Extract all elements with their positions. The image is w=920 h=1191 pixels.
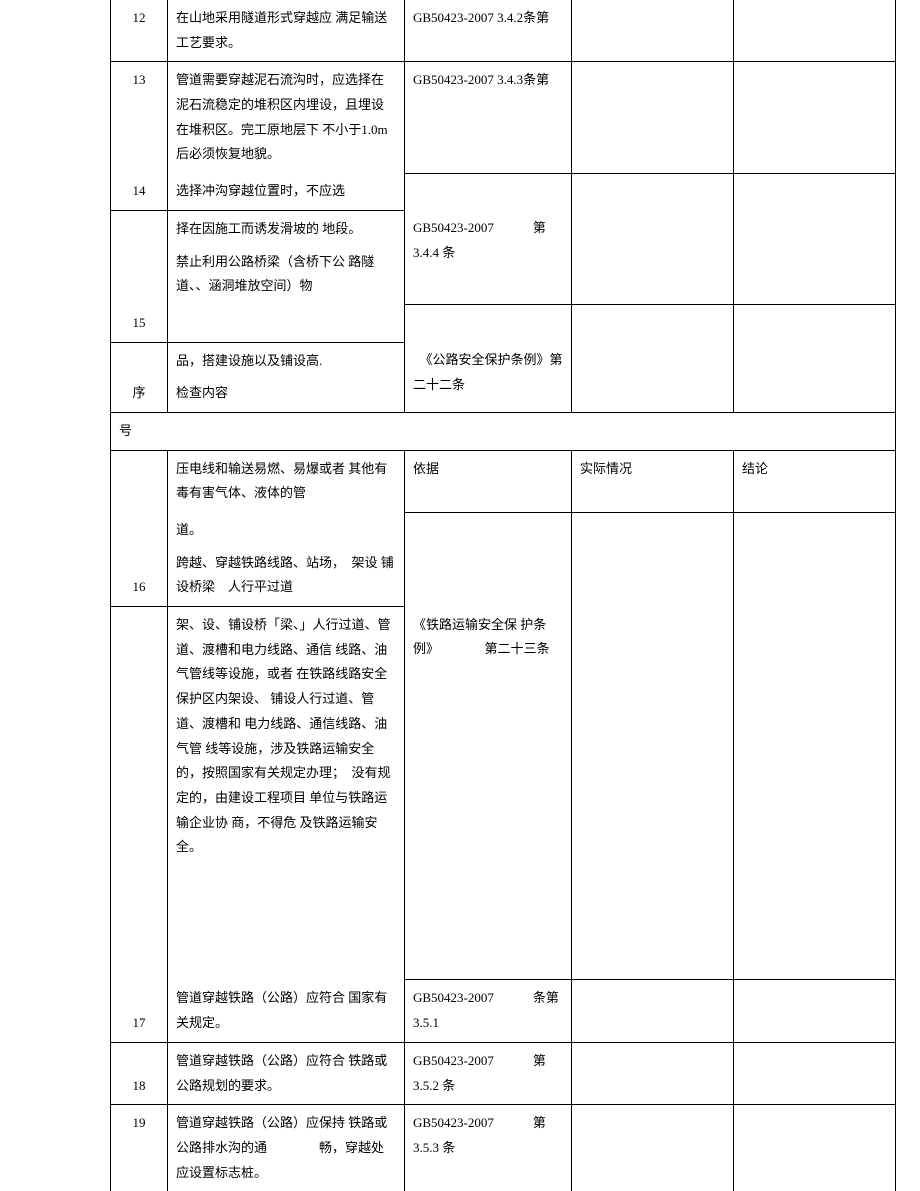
- row-number: 14: [111, 173, 168, 210]
- row-number: [111, 607, 168, 980]
- row-actual: [572, 1042, 734, 1104]
- content-line: 道。: [176, 518, 396, 543]
- row-actual: [572, 62, 734, 173]
- row-content: 道。 跨越、穿越铁路线路、站场， 架设 铺设桥梁 人行平过道: [168, 512, 405, 607]
- row-content: [168, 305, 405, 342]
- row-content: 品，搭建设施以及铺设高. 检查内容: [168, 342, 405, 412]
- table-row: 择在因施工而诱发滑坡的 地段。 禁止利用公路桥梁（含桥下公 路隧道、、涵洞堆放空…: [111, 210, 896, 305]
- row-basis: [405, 305, 572, 342]
- header-seq2: 号: [111, 412, 896, 450]
- row-actual: [572, 305, 734, 342]
- row-actual: [572, 980, 734, 1042]
- row-actual: [572, 342, 734, 412]
- row-conclusion: [734, 512, 896, 607]
- row-conclusion: [734, 305, 896, 342]
- row-basis: GB50423-2007 第 3.4.4 条: [405, 210, 572, 305]
- table-row: 12 在山地采用隧道形式穿越应 满足输送工艺要求。 GB50423-2007 3…: [111, 0, 896, 62]
- header-content: 检查内容: [176, 381, 396, 406]
- table-row: 18 管道穿越铁路（公路）应符合 铁路或公路规划的要求。 GB50423-200…: [111, 1042, 896, 1104]
- table-row: 16 道。 跨越、穿越铁路线路、站场， 架设 铺设桥梁 人行平过道: [111, 512, 896, 607]
- row-actual: [572, 173, 734, 210]
- table-row: 19 管道穿越铁路（公路）应保持 铁路或公路排水沟的通 畅，穿越处应设置标志桩。…: [111, 1105, 896, 1191]
- header-actual: 实际情况: [572, 450, 734, 512]
- table-row: 15: [111, 305, 896, 342]
- table-row: 17 管道穿越铁路（公路）应符合 国家有关规定。 GB50423-2007 条第…: [111, 980, 896, 1042]
- content-line: 跨越、穿越铁路线路、站场， 架设 铺设桥梁 人行平过道: [176, 551, 396, 600]
- row-basis: GB50423-2007 第 3.5.3 条: [405, 1105, 572, 1191]
- row-actual: [572, 1105, 734, 1191]
- row-conclusion: [734, 62, 896, 173]
- row-actual: [572, 512, 734, 607]
- content-line: 禁止利用公路桥梁（含桥下公 路隧道、、涵洞堆放空间）物: [176, 250, 396, 299]
- row-number: [111, 210, 168, 305]
- row-conclusion: [734, 173, 896, 210]
- row-number: [111, 450, 168, 512]
- row-conclusion: [734, 1042, 896, 1104]
- row-basis: [405, 173, 572, 210]
- row-number: 18: [111, 1042, 168, 1104]
- row-content: 压电线和输送易燃、易爆或者 其他有毒有害气体、液体的管: [168, 450, 405, 512]
- row-actual: [572, 607, 734, 980]
- row-number: 12: [111, 0, 168, 62]
- row-basis: GB50423-2007 第 3.5.2 条: [405, 1042, 572, 1104]
- row-basis: 《铁路运输安全保 护条 例》 第二十三条: [405, 607, 572, 980]
- header-conclusion: 结论: [734, 450, 896, 512]
- table-row: 14 选择冲沟穿越位置时，不应选: [111, 173, 896, 210]
- header-seq: 序: [111, 342, 168, 412]
- row-conclusion: [734, 342, 896, 412]
- row-conclusion: [734, 607, 896, 980]
- row-basis: [405, 512, 572, 607]
- table-row: 13 管道需要穿越泥石流沟时，应选择在泥石流稳定的堆积区内埋设，且埋设在堆积区。…: [111, 62, 896, 173]
- row-basis: 《公路安全保护条例》第二十二条: [405, 342, 572, 412]
- table-row: 架、设、铺设桥「梁、」人行过道、管道、渡槽和电力线路、通信 线路、油气管线等设施…: [111, 607, 896, 980]
- row-conclusion: [734, 980, 896, 1042]
- row-number: 19: [111, 1105, 168, 1191]
- header-basis: 依据: [405, 450, 572, 512]
- content-line: 择在因施工而诱发滑坡的 地段。: [176, 217, 396, 242]
- row-actual: [572, 0, 734, 62]
- document-page: 12 在山地采用隧道形式穿越应 满足输送工艺要求。 GB50423-2007 3…: [0, 0, 920, 1191]
- row-conclusion: [734, 1105, 896, 1191]
- row-content: 择在因施工而诱发滑坡的 地段。 禁止利用公路桥梁（含桥下公 路隧道、、涵洞堆放空…: [168, 210, 405, 305]
- row-content: 架、设、铺设桥「梁、」人行过道、管道、渡槽和电力线路、通信 线路、油气管线等设施…: [168, 607, 405, 980]
- table-header-row: 压电线和输送易燃、易爆或者 其他有毒有害气体、液体的管 依据 实际情况 结论: [111, 450, 896, 512]
- row-basis: GB50423-2007 3.4.2条第: [405, 0, 572, 62]
- row-number: 16: [111, 512, 168, 607]
- row-conclusion: [734, 210, 896, 305]
- inspection-table: 12 在山地采用隧道形式穿越应 满足输送工艺要求。 GB50423-2007 3…: [110, 0, 896, 1191]
- row-actual: [572, 210, 734, 305]
- row-content: 在山地采用隧道形式穿越应 满足输送工艺要求。: [168, 0, 405, 62]
- row-conclusion: [734, 0, 896, 62]
- table-row: 号: [111, 412, 896, 450]
- row-number: 13: [111, 62, 168, 173]
- row-basis: GB50423-2007 条第 3.5.1: [405, 980, 572, 1042]
- table-row: 序 品，搭建设施以及铺设高. 检查内容 《公路安全保护条例》第二十二条: [111, 342, 896, 412]
- row-content: 管道穿越铁路（公路）应符合 国家有关规定。: [168, 980, 405, 1042]
- row-content: 选择冲沟穿越位置时，不应选: [168, 173, 405, 210]
- content-line: 品，搭建设施以及铺设高.: [176, 349, 396, 374]
- row-content: 管道需要穿越泥石流沟时，应选择在泥石流稳定的堆积区内埋设，且埋设在堆积区。完工原…: [168, 62, 405, 173]
- row-number: 17: [111, 980, 168, 1042]
- row-content: 管道穿越铁路（公路）应保持 铁路或公路排水沟的通 畅，穿越处应设置标志桩。: [168, 1105, 405, 1191]
- row-content: 管道穿越铁路（公路）应符合 铁路或公路规划的要求。: [168, 1042, 405, 1104]
- row-basis: GB50423-2007 3.4.3条第: [405, 62, 572, 173]
- row-number: 15: [111, 305, 168, 342]
